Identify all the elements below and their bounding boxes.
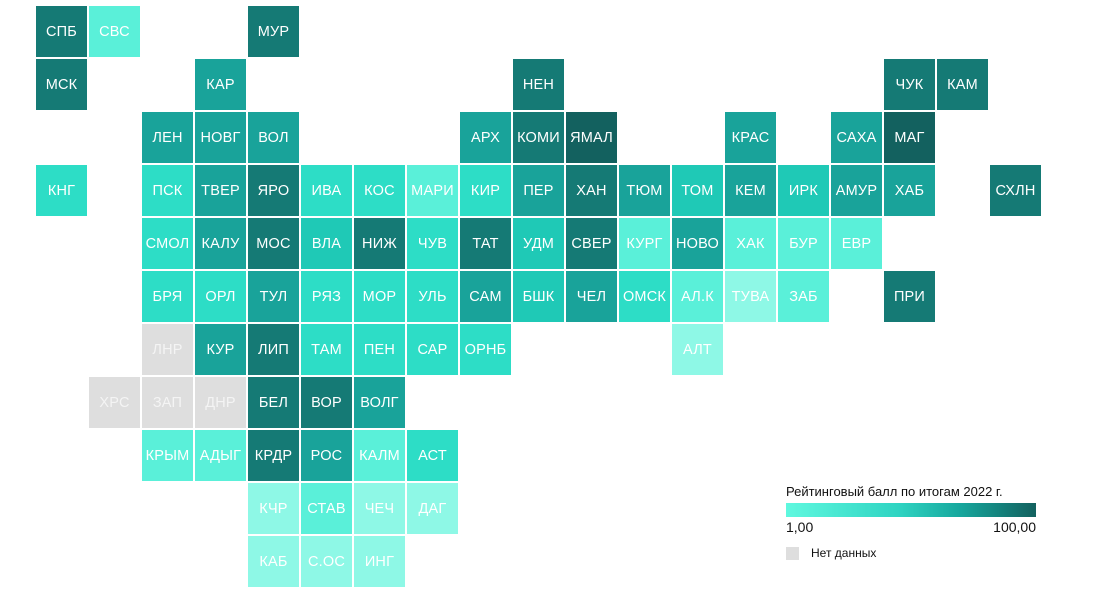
region-tile: ТУВА xyxy=(725,271,776,322)
region-tile: АЛ.К xyxy=(672,271,723,322)
region-tile: КАР xyxy=(195,59,246,110)
region-tile: КАЛМ xyxy=(354,430,405,481)
region-tile: СВС xyxy=(89,6,140,57)
region-tile: КАБ xyxy=(248,536,299,587)
region-tile: МОР xyxy=(354,271,405,322)
region-tile: СПБ xyxy=(36,6,87,57)
legend-scale-labels: 1,00 100,00 xyxy=(786,519,1036,535)
region-tile: ВОЛГ xyxy=(354,377,405,428)
region-tile: ДНР xyxy=(195,377,246,428)
region-tile: ИВА xyxy=(301,165,352,216)
region-tile: КРАС xyxy=(725,112,776,163)
region-tile: ЕВР xyxy=(831,218,882,269)
legend-nodata-label: Нет данных xyxy=(811,546,877,560)
region-tile: КАЛУ xyxy=(195,218,246,269)
region-tile: ТЮМ xyxy=(619,165,670,216)
region-tile: САМ xyxy=(460,271,511,322)
region-tile: ЗАБ xyxy=(778,271,829,322)
region-tile: ИРК xyxy=(778,165,829,216)
region-tile: ПЕН xyxy=(354,324,405,375)
region-tile: КЕМ xyxy=(725,165,776,216)
region-tile: КОС xyxy=(354,165,405,216)
legend-nodata: Нет данных xyxy=(786,546,876,560)
region-tile: ЧУВ xyxy=(407,218,458,269)
legend-min-label: 1,00 xyxy=(786,519,814,535)
region-tile: КАМ xyxy=(937,59,988,110)
region-tile: СВЕР xyxy=(566,218,617,269)
region-tile: САР xyxy=(407,324,458,375)
region-tile: ХАН xyxy=(566,165,617,216)
region-tile: БУР xyxy=(778,218,829,269)
region-tile: КИР xyxy=(460,165,511,216)
region-tile: НИЖ xyxy=(354,218,405,269)
region-tile: КУРГ xyxy=(619,218,670,269)
region-tile: КРДР xyxy=(248,430,299,481)
region-tile: КОМИ xyxy=(513,112,564,163)
region-tile: ДАГ xyxy=(407,483,458,534)
region-tile: НОВГ xyxy=(195,112,246,163)
region-tile: ТОМ xyxy=(672,165,723,216)
region-tile: КЧР xyxy=(248,483,299,534)
region-tile: АРХ xyxy=(460,112,511,163)
region-tile: ТВЕР xyxy=(195,165,246,216)
region-tile: ВОР xyxy=(301,377,352,428)
region-tile: ТАМ xyxy=(301,324,352,375)
region-tile: АЛТ xyxy=(672,324,723,375)
region-tile: ЗАП xyxy=(142,377,193,428)
region-tile: ЧЕЛ xyxy=(566,271,617,322)
region-tile: РОС xyxy=(301,430,352,481)
region-tile: ЯРО xyxy=(248,165,299,216)
region-tile: ЛЕН xyxy=(142,112,193,163)
region-tile: ПСК xyxy=(142,165,193,216)
region-tile: ОМСК xyxy=(619,271,670,322)
region-tile: ТАТ xyxy=(460,218,511,269)
region-tile: МАГ xyxy=(884,112,935,163)
region-tile: СМОЛ xyxy=(142,218,193,269)
region-tile: ВЛА xyxy=(301,218,352,269)
region-tile: ЛИП xyxy=(248,324,299,375)
region-tile: ЛНР xyxy=(142,324,193,375)
region-tile: БШК xyxy=(513,271,564,322)
region-tile: ХАК xyxy=(725,218,776,269)
region-tile: ЧЕЧ xyxy=(354,483,405,534)
region-tile: ЧУК xyxy=(884,59,935,110)
legend-color-scale xyxy=(786,503,1036,517)
region-tile: ЯМАЛ xyxy=(566,112,617,163)
region-tile: МУР xyxy=(248,6,299,57)
region-tile: АСТ xyxy=(407,430,458,481)
legend-title: Рейтинговый балл по итогам 2022 г. xyxy=(786,484,1003,499)
region-tile: МОС xyxy=(248,218,299,269)
region-tile: СТАВ xyxy=(301,483,352,534)
region-tile: РЯЗ xyxy=(301,271,352,322)
region-tile: СХЛН xyxy=(990,165,1041,216)
region-tile: КУР xyxy=(195,324,246,375)
region-tile: ПЕР xyxy=(513,165,564,216)
region-tile: НОВО xyxy=(672,218,723,269)
region-tile: ОРНБ xyxy=(460,324,511,375)
region-tile: ПРИ xyxy=(884,271,935,322)
region-tile: УДМ xyxy=(513,218,564,269)
region-tile: БЕЛ xyxy=(248,377,299,428)
region-tile: ХАБ xyxy=(884,165,935,216)
nodata-swatch xyxy=(786,546,799,560)
region-tile: УЛЬ xyxy=(407,271,458,322)
region-tile: ВОЛ xyxy=(248,112,299,163)
region-tile: МСК xyxy=(36,59,87,110)
region-tile: КНГ xyxy=(36,165,87,216)
region-tile: НЕН xyxy=(513,59,564,110)
region-tile: МАРИ xyxy=(407,165,458,216)
region-tile: С.ОС xyxy=(301,536,352,587)
region-tile: АДЫГ xyxy=(195,430,246,481)
region-tile: АМУР xyxy=(831,165,882,216)
region-tile: БРЯ xyxy=(142,271,193,322)
region-tile: САХА xyxy=(831,112,882,163)
legend-max-label: 100,00 xyxy=(993,519,1036,535)
legend: Рейтинговый балл по итогам 2022 г. 1,00 … xyxy=(786,484,1038,535)
region-tile: ИНГ xyxy=(354,536,405,587)
region-tile: КРЫМ xyxy=(142,430,193,481)
region-tile: ХРС xyxy=(89,377,140,428)
region-tile: ОРЛ xyxy=(195,271,246,322)
region-tile: ТУЛ xyxy=(248,271,299,322)
